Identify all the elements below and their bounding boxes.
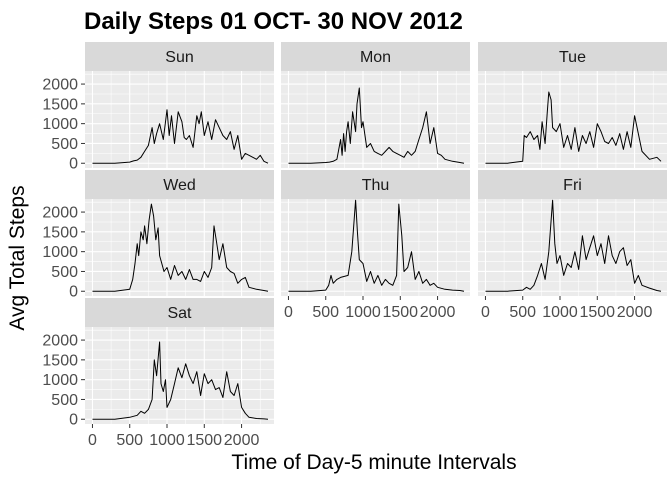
panel-background-wed: [85, 199, 274, 296]
y-tick-label: 1500: [42, 352, 78, 369]
facet-strip-tue: [478, 42, 667, 71]
x-tick-label: 0: [284, 304, 293, 321]
y-tick-label: 2000: [42, 77, 78, 94]
y-tick-label: 1000: [42, 372, 78, 389]
facet-tue: Tue: [478, 42, 667, 168]
x-tick-label: 2000: [617, 304, 653, 321]
facet-label-thu: Thu: [362, 177, 390, 194]
x-tick-label: 1500: [186, 432, 222, 449]
facet-strip-wed: [85, 170, 274, 199]
x-tick-label: 0: [481, 304, 490, 321]
chart-title: Daily Steps 01 OCT- 30 NOV 2012: [84, 8, 463, 35]
y-tick-label: 500: [51, 264, 78, 281]
facet-strip-mon: [281, 42, 470, 71]
x-tick-label: 500: [509, 304, 536, 321]
facet-label-sun: Sun: [165, 49, 193, 66]
facet-sun: Sun 0 500 1000 1500 2000: [42, 42, 274, 173]
x-tick-label: 1500: [382, 304, 418, 321]
x-tick-label: 1500: [579, 304, 615, 321]
facet-fri: Fri 0 500 1000 1500 2000: [478, 170, 667, 321]
series-line-mon: [288, 87, 465, 164]
facet-label-sat: Sat: [167, 305, 192, 322]
y-tick-label: 0: [69, 156, 78, 173]
facet-strip-fri: [478, 170, 667, 199]
y-tick-label: 2000: [42, 333, 78, 350]
y-axis-title: Avg Total Steps: [6, 185, 29, 330]
facet-strip-thu: [281, 170, 470, 199]
facet-label-mon: Mon: [360, 49, 391, 66]
facet-thu: Thu 0 500 1000 1500 2000: [281, 170, 470, 321]
series-line-fri: [485, 199, 662, 292]
facet-strip-sat: [85, 298, 274, 327]
facet-label-wed: Wed: [163, 177, 196, 194]
x-tick-label: 500: [312, 304, 339, 321]
y-tick-label: 1000: [42, 116, 78, 133]
y-tick-label: 0: [69, 412, 78, 429]
panel-background-fri: [478, 199, 667, 296]
facet-strip-sun: [85, 42, 274, 71]
panel-background-sun: [85, 71, 274, 168]
x-tick-label: 2000: [420, 304, 456, 321]
y-tick-label: 2000: [42, 205, 78, 222]
series-line-thu: [288, 199, 465, 292]
x-tick-label: 1000: [542, 304, 578, 321]
x-tick-label: 1000: [345, 304, 381, 321]
series-line-tue: [485, 91, 662, 164]
y-tick-label: 1500: [42, 96, 78, 113]
x-axis-title: Time of Day-5 minute Intervals: [231, 451, 516, 474]
facet-wed: Wed 0 500 1000 1500 2000: [42, 170, 274, 301]
x-tick-label: 0: [88, 432, 97, 449]
facet-mon: Mon: [281, 42, 470, 168]
y-tick-label: 500: [51, 136, 78, 153]
y-tick-label: 500: [51, 392, 78, 409]
series-line-sat: [92, 341, 269, 420]
x-tick-label: 2000: [224, 432, 260, 449]
y-tick-label: 1500: [42, 224, 78, 241]
x-tick-label: 1000: [149, 432, 185, 449]
series-line-sun: [92, 109, 269, 164]
y-tick-label: 1000: [42, 244, 78, 261]
panel-background-sat: [85, 327, 274, 424]
x-tick-label: 500: [116, 432, 143, 449]
facet-label-tue: Tue: [559, 49, 586, 66]
facet-label-fri: Fri: [563, 177, 582, 194]
y-tick-label: 0: [69, 284, 78, 301]
series-line-wed: [92, 203, 269, 292]
